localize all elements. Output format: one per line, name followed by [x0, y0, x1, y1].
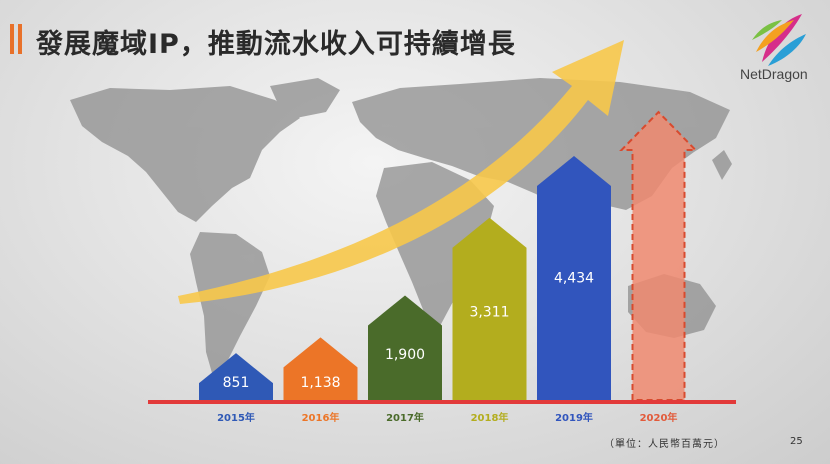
- chart-baseline: [148, 400, 736, 404]
- map-south-america: [190, 232, 270, 380]
- year-label-0: 2015年: [217, 411, 255, 424]
- value-label-0: 851: [223, 375, 250, 391]
- bar-2: [368, 295, 442, 400]
- bar-4: [537, 156, 611, 400]
- year-label-1: 2016年: [302, 411, 340, 424]
- value-label-4: 4,434: [554, 270, 594, 286]
- bar-0: [199, 353, 273, 400]
- value-label-1: 1,138: [300, 375, 340, 391]
- labels-layer: 851 2015年 1,138 2016年 1,900 2017年 3,311 2018年 4,…: [217, 270, 677, 424]
- bar-3: [452, 217, 527, 400]
- bar-1: [283, 337, 358, 400]
- year-label-4: 2019年: [555, 411, 593, 424]
- map-japan: [712, 150, 732, 180]
- bars-layer: [199, 110, 698, 401]
- growth-trend-arrow: [178, 40, 624, 304]
- title-accent-bar: [10, 24, 28, 54]
- page-number: 25: [790, 436, 803, 447]
- year-label-5: 2020年: [640, 411, 678, 424]
- value-label-3: 3,311: [469, 304, 509, 320]
- bar-5: [619, 110, 698, 401]
- netdragon-logo-icon: [752, 14, 806, 66]
- netdragon-logo-text: NetDragon: [740, 66, 808, 82]
- map-north-america: [70, 86, 300, 222]
- year-label-3: 2018年: [471, 411, 509, 424]
- page-title: 發展魔域IP，推動流水收入可持續增長: [36, 29, 516, 60]
- year-label-2: 2017年: [386, 411, 424, 424]
- map-greenland: [270, 78, 340, 118]
- value-label-2: 1,900: [385, 347, 425, 363]
- unit-note: （單位：人民幣百萬元）: [604, 439, 725, 450]
